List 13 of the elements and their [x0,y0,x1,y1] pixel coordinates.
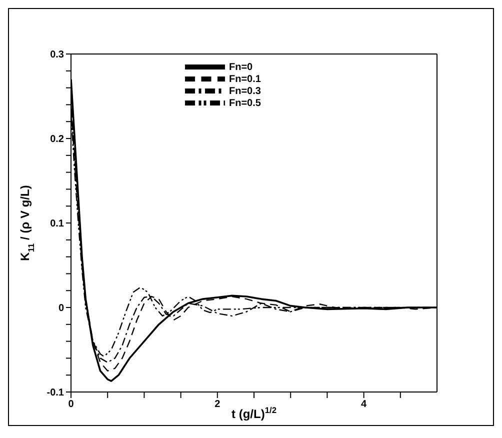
legend-label: Fn=0.1 [229,74,261,84]
y-tick-label: -0.1 [46,388,64,399]
y-tick-label: 0.1 [50,218,64,230]
y-tick-label: 0.3 [50,50,64,61]
x-tick-label: 0 [68,399,74,410]
x-tick-label: 4 [361,399,368,410]
x-axis-title: t (g/L)$^{1/2}$ [232,405,277,421]
x-tick-label: 2 [214,399,221,410]
legend-label: Fn=0 [229,62,253,72]
legend-label: Fn=0.5 [229,98,261,108]
y-tick-label: 0 [58,303,64,314]
legend-label: Fn=0.3 [229,86,261,96]
y-tick-label: 0.2 [50,134,64,146]
